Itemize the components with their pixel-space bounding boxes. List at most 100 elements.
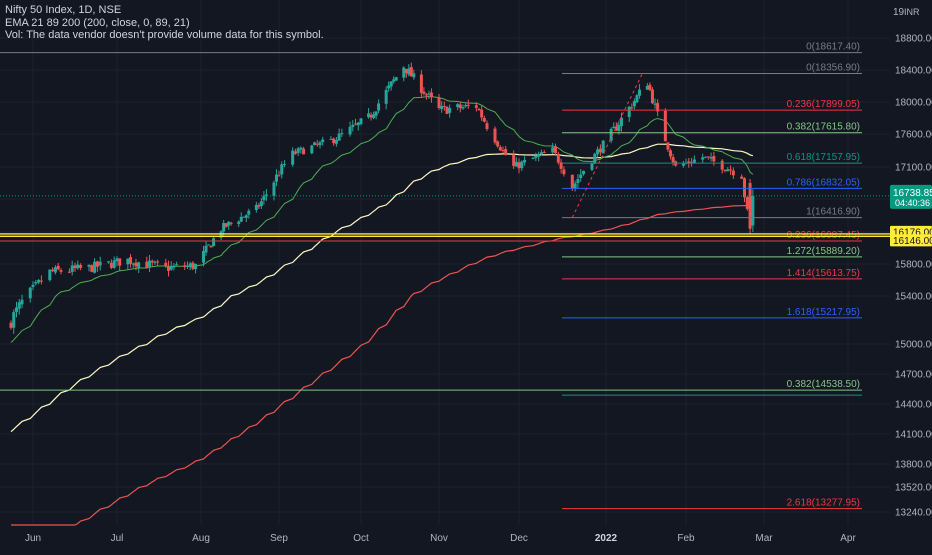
candle-body[interactable] [70,265,74,272]
candle-body[interactable] [422,91,426,94]
candle-body[interactable] [650,89,654,104]
candle-body[interactable] [93,261,97,273]
candle-body[interactable] [259,201,263,207]
candle-body[interactable] [726,169,730,172]
candle-body[interactable] [207,244,211,246]
candle-body[interactable] [153,261,157,263]
candle-body[interactable] [501,150,505,152]
candle-body[interactable] [377,103,381,111]
candle-body[interactable] [690,162,694,164]
candle-body[interactable] [15,307,18,312]
candle-body[interactable] [493,128,497,143]
candle-body[interactable] [389,81,393,87]
candle-body[interactable] [517,162,521,169]
candle-body[interactable] [129,257,133,264]
candle-body[interactable] [185,265,189,268]
candle-body[interactable] [126,258,130,265]
candle-body[interactable] [37,279,41,283]
candle-body[interactable] [169,266,173,270]
candle-body[interactable] [172,265,176,268]
candle-body[interactable] [663,110,667,142]
candle-body[interactable] [134,262,138,267]
candle-body[interactable] [264,194,268,196]
candle-body[interactable] [681,163,685,166]
candle-body[interactable] [596,149,600,155]
candle-body[interactable] [612,126,616,129]
candle-body[interactable] [183,265,187,268]
candle-body[interactable] [520,161,524,169]
candle-body[interactable] [740,176,744,179]
candle-body[interactable] [244,215,248,218]
candle-body[interactable] [348,126,352,135]
candle-body[interactable] [272,182,276,196]
candle-body[interactable] [477,108,481,111]
candle-body[interactable] [277,175,281,177]
candle-body[interactable] [131,263,135,265]
candle-body[interactable] [369,114,373,118]
candle-body[interactable] [254,204,258,210]
candle-body[interactable] [635,95,639,103]
symbol-title[interactable]: Nifty 50 Index, 1D, NSE [5,4,122,16]
candle-body[interactable] [87,264,91,267]
candle-body[interactable] [723,169,727,171]
candle-body[interactable] [582,170,586,175]
candle-body[interactable] [712,156,716,162]
candle-body[interactable] [666,142,670,150]
candle-body[interactable] [482,117,486,122]
candle-body[interactable] [229,222,233,224]
candle-body[interactable] [315,143,319,145]
candle-body[interactable] [310,145,314,154]
candle-body[interactable] [227,221,231,226]
candle-body[interactable] [291,150,295,165]
level-price-tag[interactable] [890,234,932,247]
candle-body[interactable] [31,284,35,288]
candle-body[interactable] [9,322,13,328]
candle-body[interactable] [17,302,21,309]
candle-body[interactable] [429,92,433,98]
candle-body[interactable] [559,162,563,169]
candle-body[interactable] [329,138,333,140]
candle-body[interactable] [222,223,226,232]
ema-200-line[interactable] [11,205,753,526]
candle-body[interactable] [166,266,170,271]
candle-body[interactable] [630,107,634,109]
candle-body[interactable] [514,161,518,167]
candle-body[interactable] [645,85,649,90]
candle-body[interactable] [137,262,141,268]
candle-body[interactable] [76,264,80,269]
candle-body[interactable] [156,261,160,263]
candle-body[interactable] [704,156,707,158]
candle-body[interactable] [239,216,243,222]
candle-body[interactable] [148,260,152,267]
candle-body[interactable] [394,77,398,81]
candle-body[interactable] [512,154,516,166]
candle-body[interactable] [534,155,538,159]
candle-body[interactable] [731,170,735,176]
candle-body[interactable] [407,68,411,75]
candle-body[interactable] [614,126,618,131]
candle-body[interactable] [669,150,673,157]
candle-body[interactable] [164,262,168,266]
candle-body[interactable] [293,151,297,154]
candle-body[interactable] [340,133,344,135]
candle-body[interactable] [145,261,149,268]
candle-body[interactable] [34,282,38,284]
candle-body[interactable] [638,89,642,96]
fib-trendline[interactable] [571,73,643,218]
candle-body[interactable] [257,205,261,207]
candle-body[interactable] [590,162,594,170]
candle-body[interactable] [656,103,660,112]
candle-body[interactable] [387,85,391,89]
candle-body[interactable] [332,138,336,144]
candle-body[interactable] [280,164,284,175]
candle-body[interactable] [299,147,303,150]
candle-body[interactable] [194,263,198,270]
candle-body[interactable] [531,158,535,160]
candle-body[interactable] [456,104,460,108]
candle-body[interactable] [412,73,416,78]
candle-body[interactable] [609,128,613,141]
candle-body[interactable] [440,105,444,110]
candle-body[interactable] [458,104,462,109]
candle-body[interactable] [448,108,452,113]
